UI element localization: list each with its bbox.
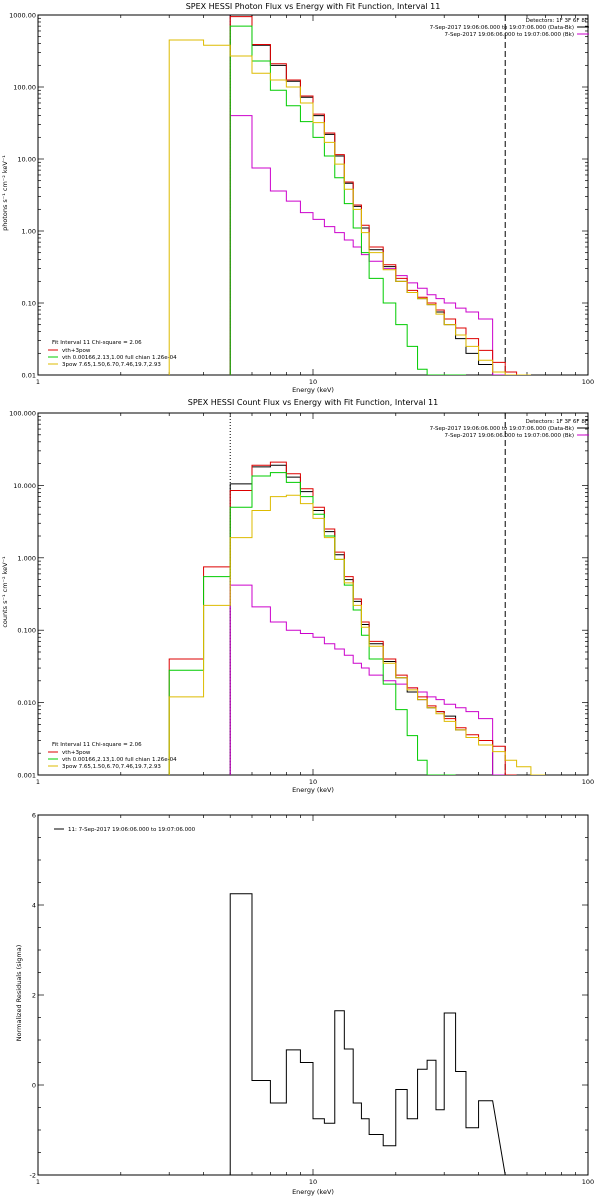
photon-y-tick-label: 100.00 bbox=[13, 84, 36, 92]
residual-y-tick-label: 0 bbox=[32, 1082, 36, 1090]
residual-x-tick-label: 10 bbox=[309, 1178, 317, 1186]
photon-flux-panel: SPEX HESSI Photon Flux vs Energy with Fi… bbox=[1, 2, 594, 394]
residual-x-tick-label: 100 bbox=[582, 1178, 594, 1186]
photon-flux-title: SPEX HESSI Photon Flux vs Energy with Fi… bbox=[186, 2, 441, 11]
photon-detectors-legend: Detectors: 1F 3F 6F 8F bbox=[526, 18, 588, 24]
count-series-3pow bbox=[168, 494, 546, 775]
residuals-x-axis-label: Energy (keV) bbox=[292, 1188, 334, 1196]
photon-y-tick-label: 1000.00 bbox=[9, 12, 36, 20]
count-flux-title: SPEX HESSI Count Flux vs Energy with Fit… bbox=[188, 398, 439, 407]
photon-flux-y-axis-label: photons s⁻¹ cm⁻² keV⁻¹ bbox=[1, 155, 9, 231]
photon-y-tick-label: 0.10 bbox=[22, 300, 36, 308]
photon-flux-x-axis-label: Energy (keV) bbox=[292, 386, 334, 394]
photon-fit-interval-legend: Fit Interval 11 Chi-square = 2.06 bbox=[52, 340, 142, 346]
count-y-tick-label: 0.010 bbox=[17, 699, 36, 707]
photon-series-data-bk bbox=[229, 15, 506, 375]
count-y-tick-label: 10.000 bbox=[13, 482, 36, 490]
count-flux-plot: 1 10 100 0.001 0.010 0.100 1.000 10.000 100.000 bbox=[9, 410, 594, 787]
count-series-bk bbox=[229, 584, 506, 775]
residual-y-tick-label: 6 bbox=[32, 812, 36, 820]
photon-y-tick-label: 0.01 bbox=[22, 372, 36, 380]
photon-data-bk-legend: 7-Sep-2017 19:06:06.000 to 19:07:06.000 … bbox=[430, 25, 574, 31]
photon-series-bk bbox=[229, 115, 506, 375]
photon-series-vth-3pow bbox=[229, 16, 531, 375]
residual-x-tick-label: 1 bbox=[36, 1178, 40, 1186]
count-series-vth bbox=[168, 472, 456, 775]
residuals-panel: 1 10 100 -2 0 2 4 6 Energy (keV) Normalized Res… bbox=[15, 812, 594, 1197]
residuals-plot: 1 10 100 -2 0 2 4 6 bbox=[30, 812, 595, 1187]
photon-3pow-legend: 3pow 7.65,1.50,6.70,7.46,19.7,2.93 bbox=[62, 362, 161, 368]
count-x-tick-label: 10 bbox=[309, 778, 317, 786]
count-y-tick-label: 1.000 bbox=[17, 554, 36, 562]
residuals-y-axis-label: Normalized Residuals (sigma) bbox=[15, 945, 23, 1042]
count-y-tick-label: 0.100 bbox=[17, 627, 36, 635]
photon-y-tick-label: 1.00 bbox=[22, 228, 36, 236]
count-x-tick-label: 100 bbox=[582, 778, 594, 786]
count-y-tick-label: 0.001 bbox=[17, 772, 36, 780]
count-flux-y-axis-label: counts s⁻¹ cm⁻² keV⁻¹ bbox=[1, 556, 9, 628]
photon-flux-plot: 1 10 100 0.01 0.10 1.00 10.00 100.00 1000.00 bbox=[9, 12, 594, 387]
count-data-bk-legend: 7-Sep-2017 19:06:06.000 to 19:07:06.000 … bbox=[430, 426, 574, 432]
count-vth3pow-legend: vth+3pow bbox=[62, 750, 91, 756]
photon-x-tick-label: 1 bbox=[36, 378, 40, 386]
photon-bk-legend: 7-Sep-2017 19:06:06.000 to 19:07:06.000 … bbox=[445, 32, 575, 38]
photon-vth-legend: vth 0.00166,2.13,1.00 full chian 1.26e-0… bbox=[62, 355, 177, 361]
count-vth-legend: vth 0.00166,2.13,1.00 full chian 1.26e-0… bbox=[62, 757, 177, 763]
count-3pow-legend: 3pow 7.65,1.50,6.70,7.46,19.7,2.93 bbox=[62, 764, 161, 770]
residual-y-tick-label: -2 bbox=[30, 1172, 36, 1180]
count-y-tick-label: 100.000 bbox=[9, 410, 36, 418]
residual-y-tick-label: 2 bbox=[32, 992, 36, 1000]
count-series-vth-3pow bbox=[168, 461, 517, 775]
count-bk-legend: 7-Sep-2017 19:06:06.000 to 19:07:06.000 … bbox=[445, 433, 575, 439]
residuals-legend: 11: 7-Sep-2017 19:06:06.000 to 19:07:06.… bbox=[68, 827, 196, 833]
photon-x-tick-label: 10 bbox=[309, 378, 317, 386]
residual-series-11 bbox=[229, 893, 506, 1175]
photon-series-vth bbox=[229, 25, 466, 375]
photon-series-3pow bbox=[168, 39, 531, 375]
count-x-tick-label: 1 bbox=[36, 778, 40, 786]
residual-plot-frame bbox=[37, 814, 589, 1176]
count-detectors-legend: Detectors: 1F 3F 6F 8F bbox=[526, 419, 588, 425]
photon-vth3pow-legend: vth+3pow bbox=[62, 348, 91, 354]
count-series-data-bk bbox=[229, 464, 506, 775]
photon-y-tick-label: 10.00 bbox=[17, 156, 36, 164]
count-fit-interval-legend: Fit Interval 11 Chi-square = 2.06 bbox=[52, 742, 142, 748]
count-flux-x-axis-label: Energy (keV) bbox=[292, 786, 334, 794]
count-flux-panel: SPEX HESSI Count Flux vs Energy with Fit… bbox=[1, 398, 594, 794]
photon-x-tick-label: 100 bbox=[582, 378, 594, 386]
residual-y-tick-label: 4 bbox=[32, 902, 36, 910]
